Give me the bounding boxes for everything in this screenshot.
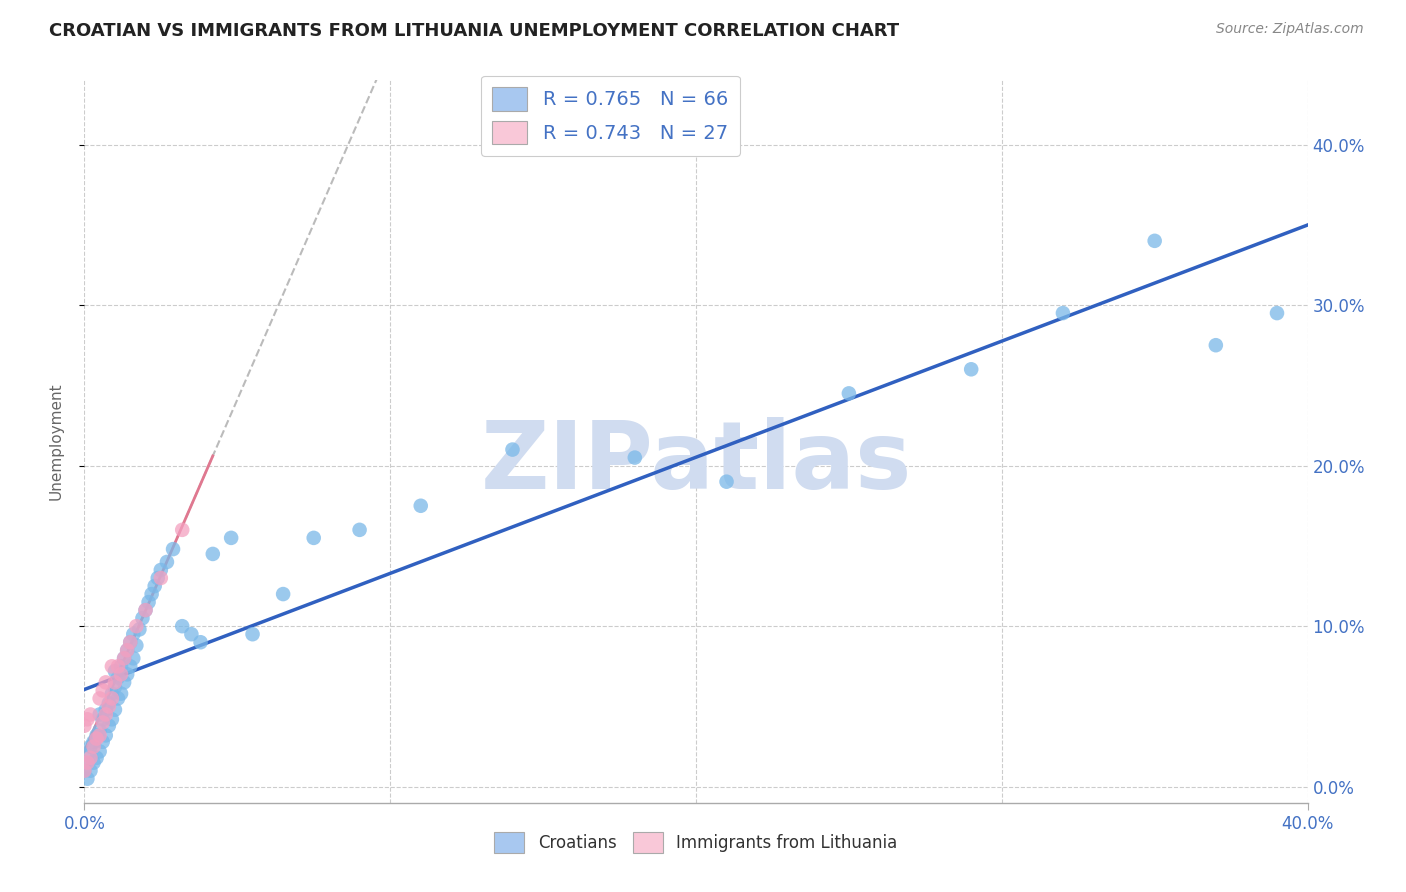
Point [97, 699, 120, 714]
Point [302, 531, 325, 545]
Point [104, 675, 127, 690]
Point [89, 723, 111, 738]
Point [101, 659, 124, 673]
Point [242, 627, 264, 641]
Point [97, 719, 120, 733]
Point [162, 542, 184, 557]
Point [94, 703, 117, 717]
Point [110, 667, 132, 681]
Point [73, 764, 96, 778]
Point [201, 547, 224, 561]
Point [1205, 338, 1227, 352]
Point [79, 739, 101, 754]
Point [190, 635, 212, 649]
Point [502, 442, 524, 457]
Point [83, 756, 105, 770]
Point [960, 362, 983, 376]
Point [122, 627, 145, 641]
Point [73, 756, 96, 770]
Text: ZIPatlas: ZIPatlas [481, 417, 911, 509]
Point [91, 715, 114, 730]
Point [156, 555, 179, 569]
Point [79, 764, 101, 778]
Point [143, 579, 166, 593]
Point [91, 735, 114, 749]
Point [128, 623, 150, 637]
Point [73, 764, 96, 778]
Point [115, 643, 138, 657]
Point [101, 712, 124, 726]
Point [76, 747, 98, 762]
Point [86, 751, 108, 765]
Point [110, 659, 132, 673]
Point [1265, 306, 1288, 320]
Point [120, 635, 142, 649]
Point [94, 728, 117, 742]
Point [83, 739, 105, 754]
Point [409, 499, 432, 513]
Point [112, 675, 135, 690]
Point [271, 587, 294, 601]
Point [125, 619, 148, 633]
Point [112, 651, 135, 665]
Point [1052, 306, 1074, 320]
Point [135, 603, 157, 617]
Point [107, 659, 129, 673]
Point [94, 675, 117, 690]
Point [149, 571, 172, 585]
Point [94, 707, 117, 722]
Point [104, 680, 127, 694]
Point [86, 731, 108, 746]
Point [76, 772, 98, 786]
Point [146, 571, 169, 585]
Point [76, 756, 98, 770]
Point [110, 687, 132, 701]
Point [135, 603, 157, 617]
Point [104, 664, 127, 678]
Point [624, 450, 647, 465]
Text: Source: ZipAtlas.com: Source: ZipAtlas.com [1216, 22, 1364, 37]
Point [838, 386, 860, 401]
Point [1143, 234, 1166, 248]
Point [76, 712, 98, 726]
Point [112, 651, 135, 665]
Point [125, 639, 148, 653]
Point [89, 728, 111, 742]
Point [73, 719, 96, 733]
Point [101, 687, 124, 701]
Point [115, 643, 138, 657]
Point [122, 651, 145, 665]
Point [716, 475, 738, 489]
Point [219, 531, 242, 545]
Point [101, 691, 124, 706]
Point [115, 667, 138, 681]
Legend: Croatians, Immigrants from Lithuania: Croatians, Immigrants from Lithuania [488, 826, 904, 860]
Point [104, 703, 127, 717]
Point [86, 728, 108, 742]
Text: CROATIAN VS IMMIGRANTS FROM LITHUANIA UNEMPLOYMENT CORRELATION CHART: CROATIAN VS IMMIGRANTS FROM LITHUANIA UN… [49, 22, 900, 40]
Point [79, 707, 101, 722]
Point [120, 635, 142, 649]
Point [89, 691, 111, 706]
Point [79, 751, 101, 765]
Point [131, 611, 153, 625]
Point [91, 683, 114, 698]
Point [172, 523, 194, 537]
Point [107, 671, 129, 685]
Point [138, 595, 160, 609]
Point [120, 659, 142, 673]
Point [172, 619, 194, 633]
Point [89, 707, 111, 722]
Point [89, 744, 111, 758]
Y-axis label: Unemployment: Unemployment [49, 383, 63, 500]
Point [91, 712, 114, 726]
Point [349, 523, 371, 537]
Point [180, 627, 202, 641]
Point [107, 691, 129, 706]
Point [141, 587, 163, 601]
Point [149, 563, 172, 577]
Point [97, 696, 120, 710]
Point [83, 735, 105, 749]
